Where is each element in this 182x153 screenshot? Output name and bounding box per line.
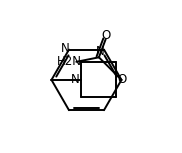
Text: O: O bbox=[101, 29, 110, 42]
Text: N: N bbox=[71, 73, 80, 86]
Text: N: N bbox=[61, 42, 69, 55]
Text: H2N: H2N bbox=[57, 55, 82, 68]
Text: N: N bbox=[96, 45, 104, 58]
Text: O: O bbox=[117, 73, 126, 86]
